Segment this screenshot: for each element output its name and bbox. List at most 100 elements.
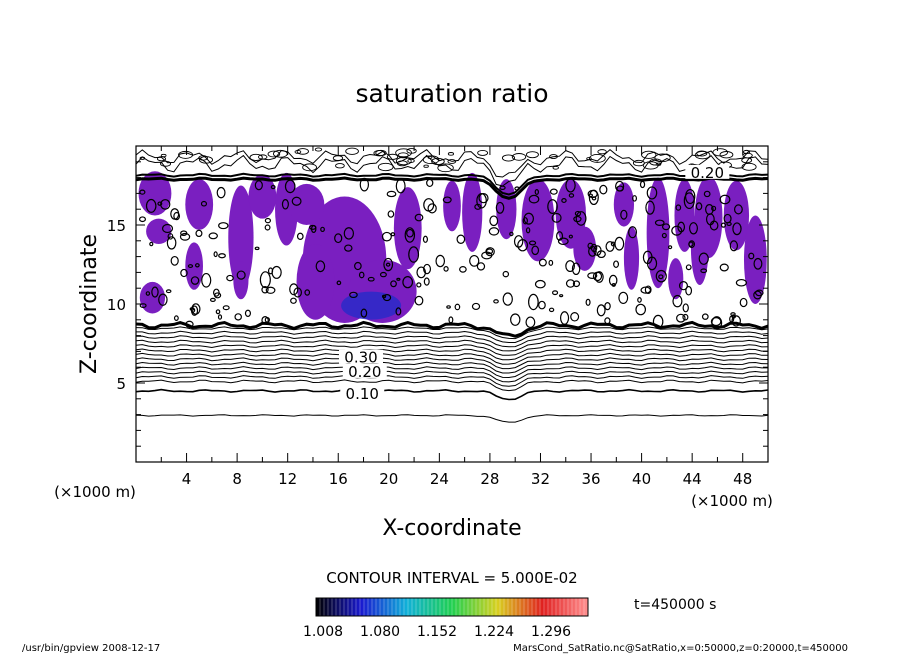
contour-squiggle [698,252,709,265]
contour-squiggle [407,158,415,163]
plot-area: 0.100.200.300.20 [135,145,769,463]
contour-line [135,370,769,383]
contour-squiggle [138,216,146,223]
contour-squiggle [244,309,251,317]
contour-squiggle [422,235,429,243]
x-tick-label: 16 [329,470,348,488]
contour-label: 0.20 [348,363,381,381]
contour-squiggle [696,150,708,157]
y-tick-label: 10 [107,296,126,314]
contour-squiggle [304,289,311,296]
contour-squiggle [379,271,387,278]
contour-squiggle [547,199,558,214]
contour-squiggle [501,154,516,162]
contour-squiggle [249,153,263,161]
contour-squiggle [525,316,536,329]
fill-region [288,183,325,226]
contour-squiggle [157,201,163,206]
x-tick-label: 24 [430,470,449,488]
contour-squiggle [489,215,499,227]
contour-squiggle [586,157,592,161]
contour-squiggle [618,291,629,305]
contour-squiggle [732,222,742,236]
contour-squiggle [608,274,618,286]
x-axis-label: X-coordinate [382,516,521,541]
contour-squiggle [477,149,489,156]
contour-squiggle [166,236,177,250]
contour-squiggle [215,309,221,315]
contour-squiggle [218,253,226,259]
contour-squiggle [682,313,689,321]
contour-squiggle [289,283,299,296]
contour-squiggle [575,211,587,226]
contour-squiggle [377,162,394,172]
contour-squiggle [729,315,735,323]
contour-squiggle [502,292,513,306]
contour-squiggle [676,313,686,323]
contour-squiggle [534,279,546,289]
contour-squiggle [254,246,260,251]
contour-squiggle [552,290,559,296]
colorbar-frame [315,597,589,617]
contour-squiggle [190,305,199,316]
contour-squiggle [265,286,276,294]
contour-squiggle [613,260,620,268]
contour-squiggle [502,270,510,278]
contour-squiggle [423,198,435,212]
fill-region [228,185,254,290]
contour-squiggle [447,159,457,164]
contour-squiggle [510,313,521,326]
contour-squiggle [151,286,159,298]
contour-squiggle [678,280,688,291]
contour-squiggle [731,315,741,327]
contour-squiggle [386,190,397,198]
contour-squiggle [367,276,375,282]
contour-squiggle [408,246,420,263]
contour-label-bg [340,386,385,401]
y-axis-label: Z-coordinate [77,234,102,374]
chart-title: saturation ratio [355,79,548,108]
contour-squiggle [683,192,695,210]
contour-squiggle [596,304,606,317]
contour-squiggle [556,231,564,241]
contour-squiggle [213,251,218,258]
contour-squiggle [695,202,703,211]
contour-squiggle [354,261,362,271]
x-tick-label: 12 [278,470,297,488]
contour-squiggle [668,245,673,250]
contour-squiggle [217,314,223,320]
contour-squiggle [513,235,524,248]
colorbar-labels: 1.008 1.080 1.152 1.224 1.296 [303,624,571,640]
contour-squiggle [571,262,581,276]
contour-squiggle [335,163,345,169]
fill-region [139,281,166,314]
contour-squiggle [620,209,628,220]
fill-region [668,258,684,300]
contour-squiggle [261,285,269,294]
contour-line [135,148,769,178]
contour-squiggle [588,153,606,163]
fill-region [496,179,517,240]
contour-squiggle [198,156,214,164]
contour-squiggle [359,177,370,192]
contour-squiggle [548,307,555,313]
contour-squiggle [336,280,342,286]
contour-squiggle [259,271,271,289]
contour-squiggle [167,233,174,240]
contour-squiggle [264,224,271,231]
contour-squiggle [481,251,493,260]
fill-region [296,243,335,320]
contour-squiggle [591,196,597,201]
contour-squiggle [568,193,575,198]
contour-squiggle [538,300,546,310]
contour-squiggle [160,199,171,210]
contour-squiggle [381,294,387,299]
contour-squiggle [447,152,455,156]
contour-squiggle [302,163,317,172]
contour-squiggle [358,271,365,279]
contour-squiggle [427,155,433,159]
contour-squiggle [688,241,694,247]
contour-label-bg [342,363,387,378]
contour-squiggle [632,195,638,202]
contour-line [135,379,769,392]
